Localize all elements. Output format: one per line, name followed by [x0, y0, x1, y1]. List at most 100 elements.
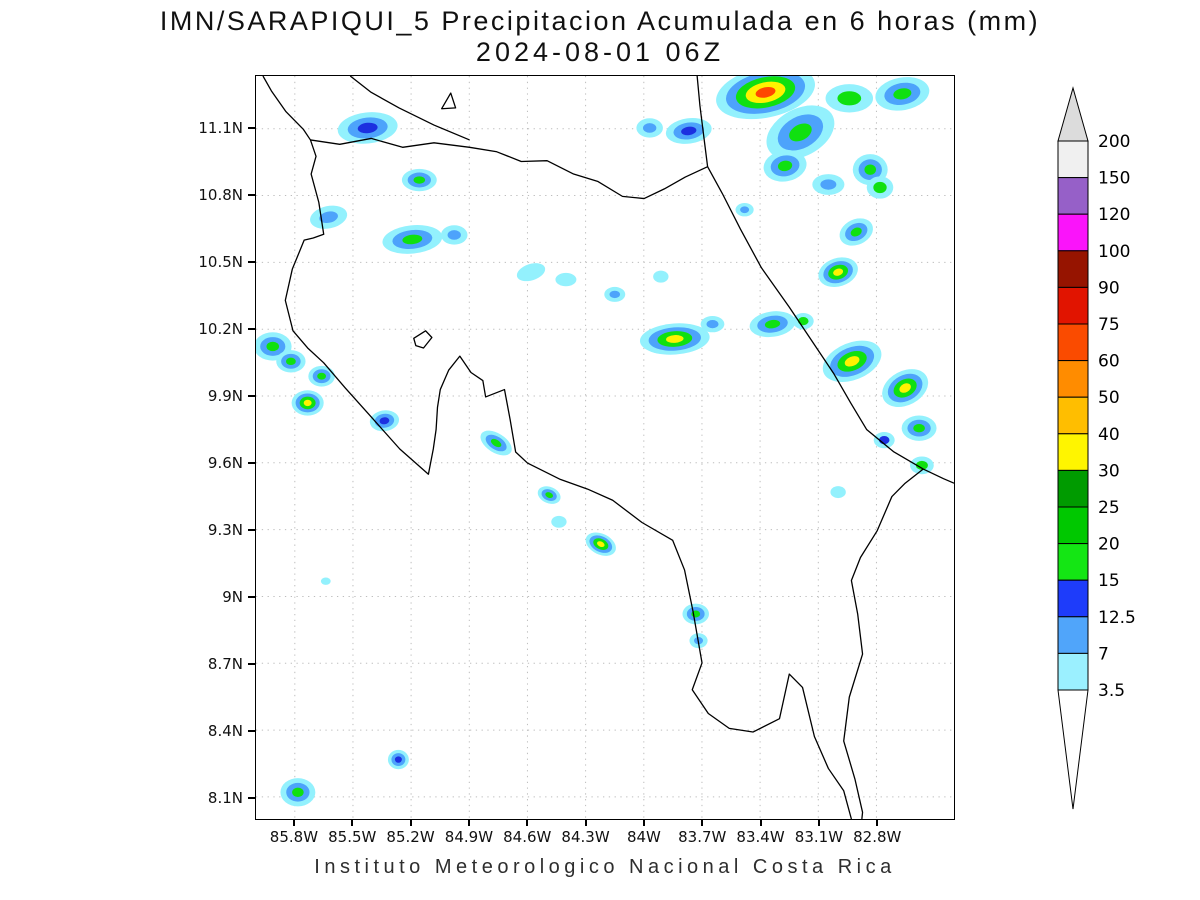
coastline: [413, 330, 433, 349]
colorbar-over-arrow: [1057, 86, 1089, 142]
precip-contour: [755, 86, 776, 98]
colorbar-segment: [1057, 579, 1089, 618]
colorbar-label: 120: [1098, 205, 1130, 225]
lat-tick-mark: [248, 461, 255, 464]
precip-cell: [749, 311, 796, 338]
precip-contour: [317, 372, 326, 380]
lon-tick-label: 83.1W: [794, 828, 844, 846]
precip-contour: [681, 126, 697, 136]
precip-cell: [604, 286, 626, 302]
lon-tick-label: 82.8W: [853, 828, 902, 846]
colorbar-under-arrow: [1057, 689, 1089, 810]
colorbar-segment: [1057, 250, 1089, 288]
precip-contour: [740, 206, 750, 214]
precip-cell: [665, 118, 712, 144]
coastline: [349, 76, 470, 141]
colorbar-label: 75: [1098, 315, 1120, 335]
precip-contour: [777, 160, 793, 172]
precip-contour: [447, 230, 461, 240]
lat-tick-mark: [248, 729, 255, 732]
precip-cell: [716, 76, 815, 120]
lat-tick-mark: [248, 796, 255, 799]
lon-tick-label: 83.7W: [678, 828, 727, 846]
map-frame: [255, 75, 955, 820]
precip-cell: [291, 390, 324, 416]
colorbar-label: 20: [1098, 535, 1120, 555]
precip-contour: [303, 399, 312, 407]
precip-contour: [379, 417, 390, 425]
precip-contour: [286, 357, 296, 366]
precip-contour: [555, 272, 577, 287]
precip-cell: [276, 350, 306, 373]
precip-contour: [837, 91, 862, 106]
coastline: [843, 468, 924, 819]
lat-tick-label: 8.1N: [207, 788, 243, 807]
precip-cell: [401, 168, 437, 192]
precip-cell: [766, 105, 835, 160]
lat-tick-mark: [248, 528, 255, 531]
precip-cell: [839, 218, 873, 246]
lat-tick-label: 10.5N: [198, 252, 243, 271]
precip-cell: [822, 340, 882, 383]
colorbar-segment: [1057, 616, 1089, 654]
precip-cell: [585, 532, 616, 556]
lon-tick-label: 84W: [626, 828, 661, 846]
precip-contour: [609, 290, 621, 299]
colorbar-label: 60: [1098, 352, 1120, 372]
precip-contour: [850, 227, 862, 237]
page-title: IMN/SARAPIQUI_5 Precipitacion Acumulada …: [159, 6, 1041, 36]
lon-tick-mark: [584, 820, 587, 826]
precip-contour: [764, 319, 781, 329]
lat-tick-label: 9.6N: [207, 453, 243, 472]
precip-cell: [792, 312, 814, 330]
precip-cell: [700, 315, 725, 333]
precip-contour: [319, 211, 338, 224]
colorbar-segment: [1057, 652, 1089, 691]
coastline: [262, 76, 853, 819]
lat-tick-mark: [248, 193, 255, 196]
lon-tick-mark: [817, 820, 820, 826]
colorbar-label: 30: [1098, 461, 1120, 481]
precip-cell: [369, 410, 400, 432]
colorbar-segment: [1057, 506, 1089, 545]
lat-tick-label: 10.2N: [198, 319, 243, 338]
precip-contour: [653, 270, 669, 283]
precip-contour: [597, 541, 605, 548]
lon-tick-mark: [876, 820, 879, 826]
lon-tick-mark: [759, 820, 762, 826]
precip-contour: [915, 460, 928, 470]
lat-tick-mark: [248, 126, 255, 129]
lat-tick-label: 10.8N: [198, 185, 243, 204]
precip-cell: [537, 486, 561, 504]
precip-contour: [833, 268, 844, 276]
precipitation-map: [256, 76, 954, 819]
colorbar-segment: [1057, 396, 1089, 435]
colorbar-label: 100: [1098, 242, 1130, 262]
lon-tick-mark: [292, 820, 295, 826]
precip-contour: [545, 492, 553, 498]
precip-cell: [280, 778, 316, 807]
lat-tick-label: 9.9N: [207, 386, 243, 405]
lon-tick-label: 83.4W: [736, 828, 785, 846]
lon-tick-label: 84.3W: [561, 828, 610, 846]
precip-contour: [490, 438, 502, 448]
lon-tick-label: 85.5W: [328, 828, 377, 846]
precip-contour: [666, 335, 684, 343]
precip-cell: [825, 84, 874, 113]
lon-tick-mark: [642, 820, 645, 826]
precip-cell: [875, 77, 930, 111]
precip-cell: [910, 456, 934, 475]
precip-contour: [266, 341, 280, 352]
precip-cell: [440, 225, 468, 245]
lon-tick-mark: [526, 820, 529, 826]
precip-contour: [820, 179, 837, 190]
precip-cell: [830, 486, 846, 499]
lat-tick-mark: [248, 662, 255, 665]
longitude-axis: 85.8W 85.5W 85.2W 84.9W 84.6W 84.3W 84W 83.7W 83…: [255, 820, 955, 852]
precip-contour: [394, 756, 402, 763]
page-subtitle-date: 2024-08-01 06Z: [475, 37, 725, 67]
lon-tick-label: 84.9W: [444, 828, 494, 846]
colorbar-legend: 200 150 120 100 90 75 60 50 40 30 25 20 15 12.5 7 3.5: [1057, 86, 1136, 810]
lat-tick-label: 9.3N: [207, 520, 243, 539]
footer-caption: Instituto Meteorologico Nacional Costa R…: [314, 856, 896, 878]
